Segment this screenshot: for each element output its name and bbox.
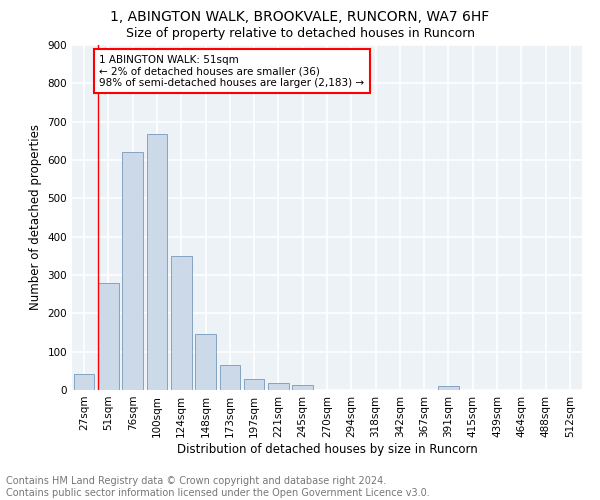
Bar xyxy=(171,256,191,390)
Bar xyxy=(268,384,289,390)
Text: 1 ABINGTON WALK: 51sqm
← 2% of detached houses are smaller (36)
98% of semi-deta: 1 ABINGTON WALK: 51sqm ← 2% of detached … xyxy=(100,54,364,88)
Bar xyxy=(74,374,94,390)
Bar xyxy=(195,334,216,390)
X-axis label: Distribution of detached houses by size in Runcorn: Distribution of detached houses by size … xyxy=(176,442,478,456)
Text: Contains HM Land Registry data © Crown copyright and database right 2024.
Contai: Contains HM Land Registry data © Crown c… xyxy=(6,476,430,498)
Text: Size of property relative to detached houses in Runcorn: Size of property relative to detached ho… xyxy=(125,28,475,40)
Bar xyxy=(244,380,265,390)
Bar xyxy=(98,282,119,390)
Bar xyxy=(122,152,143,390)
Bar xyxy=(438,386,459,390)
Text: 1, ABINGTON WALK, BROOKVALE, RUNCORN, WA7 6HF: 1, ABINGTON WALK, BROOKVALE, RUNCORN, WA… xyxy=(110,10,490,24)
Bar xyxy=(292,386,313,390)
Bar xyxy=(146,134,167,390)
Y-axis label: Number of detached properties: Number of detached properties xyxy=(29,124,42,310)
Bar xyxy=(220,365,240,390)
